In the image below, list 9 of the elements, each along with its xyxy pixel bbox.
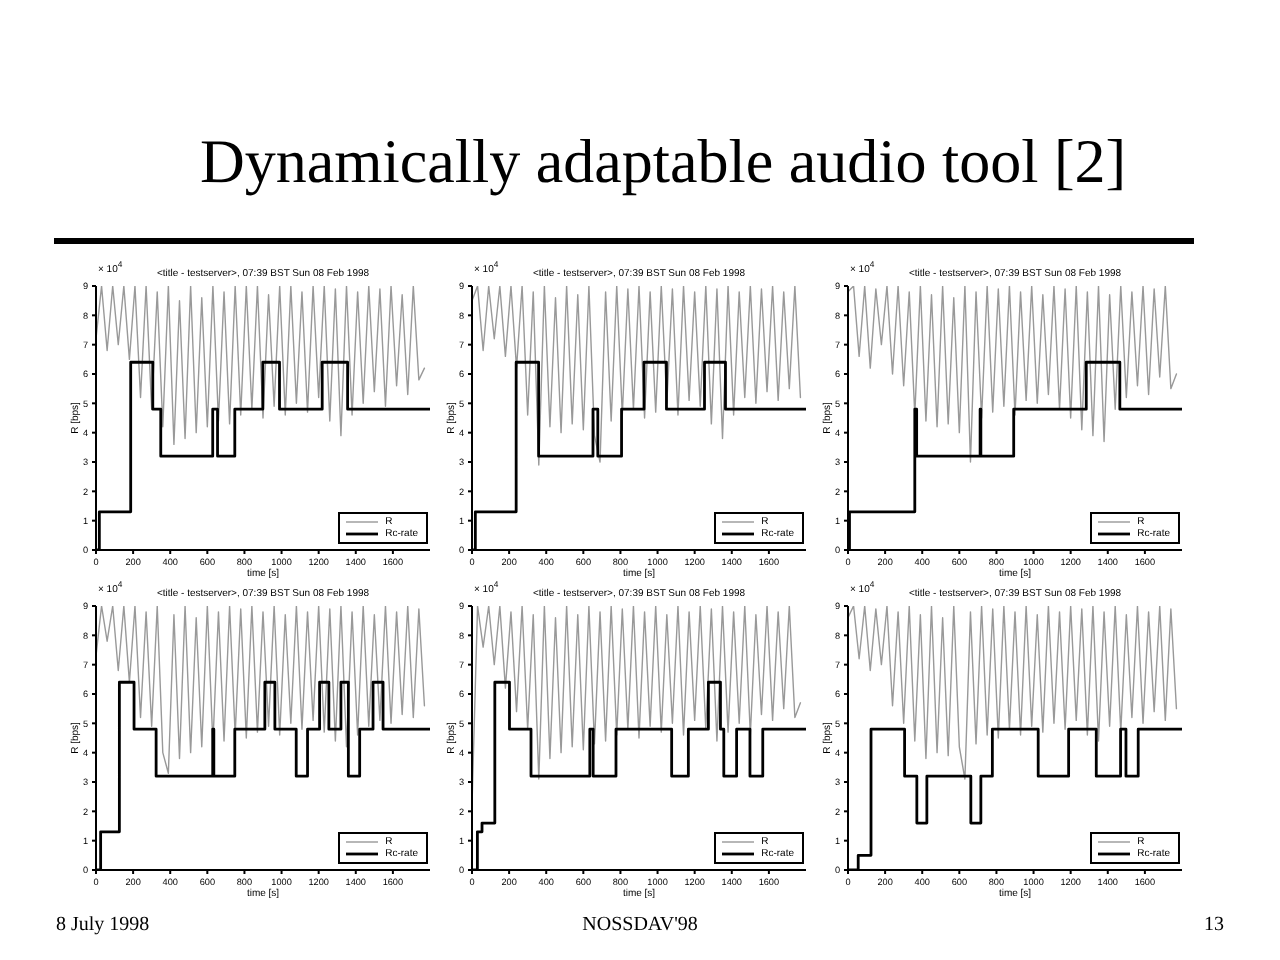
text: Dynamically adaptable audio tool [2] <box>200 126 1127 196</box>
line-series <box>96 286 426 446</box>
line-series <box>472 286 802 466</box>
line-series <box>848 286 1178 463</box>
line-series <box>96 606 426 774</box>
text: NOSSDAV'98 <box>580 914 700 938</box>
line-series <box>848 606 1178 780</box>
text: 8 July 1998 <box>56 914 150 938</box>
text: 13 <box>1202 914 1224 938</box>
